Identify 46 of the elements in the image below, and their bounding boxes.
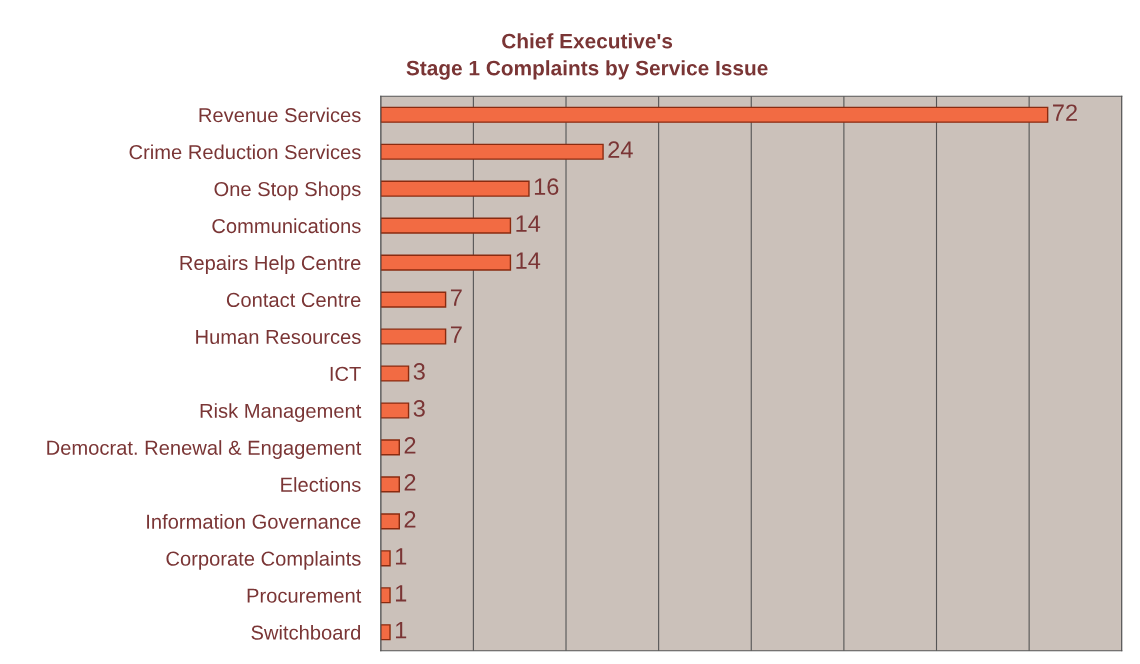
y-tick-label: Corporate Complaints [166,551,361,570]
y-tick-label: Revenue Services [199,107,361,123]
y-tick-label: Information Governance [147,514,361,529]
data-label: 2 [404,510,416,528]
chart-title: Chief Executive's Stage 1 Complaints by Service Issue [406,33,768,80]
data-label: 72 [1053,104,1077,121]
data-label: 14 [516,215,541,232]
y-tick-label: Contact Centre [226,292,361,308]
data-label: 3 [413,363,425,380]
y-tick-label: Risk Management [200,403,362,422]
bar [380,328,447,345]
y-tick-label: ICT [330,366,361,381]
bar [380,254,512,271]
bar [380,402,410,419]
bar [380,365,410,382]
data-label: 1 [395,548,407,565]
bar [380,143,604,160]
data-label: 2 [404,474,416,491]
bar [380,624,391,641]
data-label: 7 [450,289,462,306]
data-label: 24 [608,141,633,158]
y-tick-label: Elections [281,477,361,492]
bar [380,587,391,604]
y-tick-label: One Stop Shops [214,181,361,201]
y-tick-label: Human Resources [196,329,361,345]
bar [380,550,391,567]
data-label: 16 [534,178,559,196]
y-tick-label: Switchboard [251,624,361,640]
data-label: 7 [450,326,462,343]
data-label: 1 [395,622,407,639]
y-tick-label: Crime Reduction Services [129,144,361,160]
data-label: 14 [516,252,541,269]
y-tick-label: Repairs Help Centre [180,255,361,275]
y-tick-label: Procurement [247,588,362,603]
bar [380,217,512,234]
bar [380,180,530,197]
bar [380,291,447,308]
y-tick-label: Democrat. Renewal & Engagement [47,440,362,459]
y-tick-label: Communications [212,218,361,234]
bar [380,476,400,493]
data-label: 1 [395,585,407,602]
bar [380,513,400,530]
data-label: 2 [404,437,416,454]
bar [380,106,1049,123]
data-label: 3 [413,400,425,417]
bar [380,439,400,456]
